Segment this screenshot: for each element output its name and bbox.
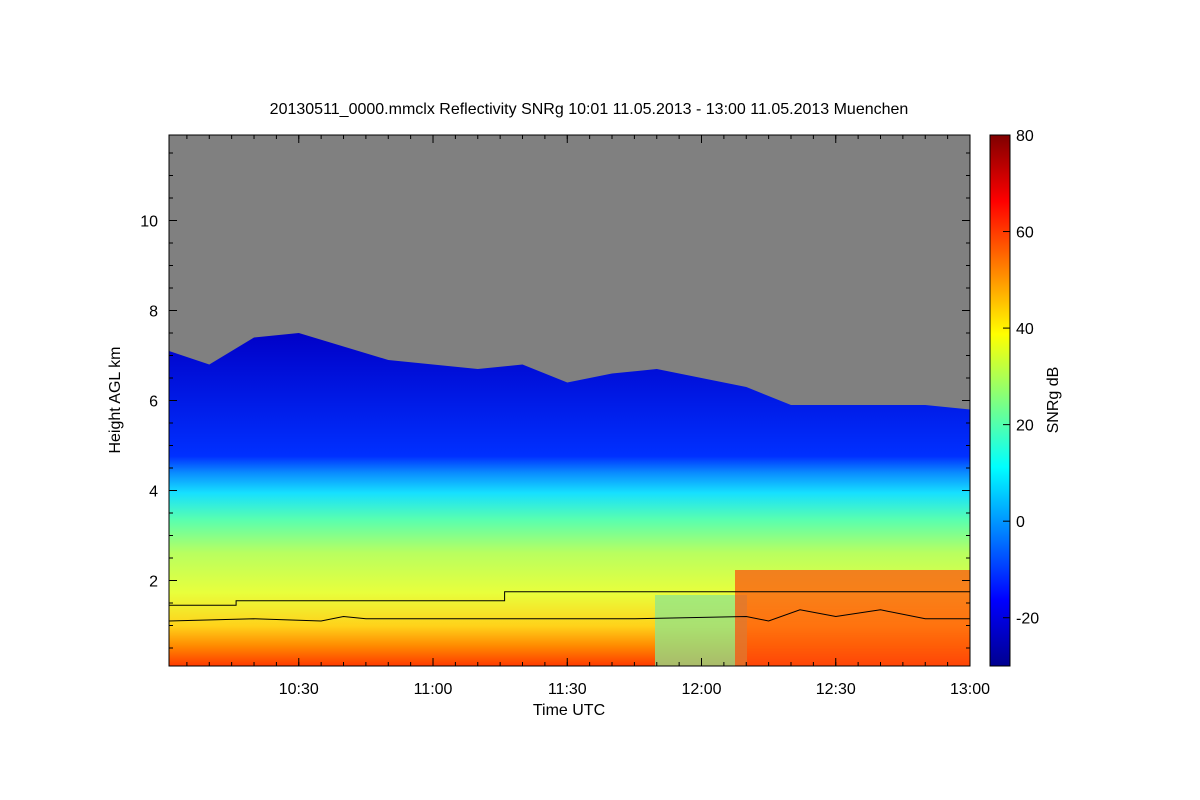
lower-boundary-line [169, 609, 970, 622]
rain-band [735, 570, 970, 666]
y-tick-label: 10 [140, 214, 158, 231]
y-tick-label: 8 [149, 304, 158, 321]
x-tick-label: 12:30 [816, 681, 856, 698]
colorbar-tick-label: 40 [1016, 321, 1034, 338]
chart-title: 20130511_0000.mmclx Reflectivity SNRg 10… [270, 101, 909, 118]
y-tick-label: 6 [149, 394, 158, 411]
drizzle-band [655, 595, 747, 666]
x-tick-label: 13:00 [950, 681, 990, 698]
y-tick-label: 2 [149, 574, 158, 591]
colorbar-tick-label: 60 [1016, 225, 1034, 242]
x-tick-label: 11:30 [548, 681, 587, 698]
colorbar-tick-label: -20 [1016, 611, 1039, 628]
colorbar-tick-label: 0 [1016, 514, 1025, 531]
colorbar-tick-label: 80 [1016, 128, 1034, 145]
colorbar-axis: -20 0 20 40 60 80 [1003, 128, 1039, 628]
x-axis-label: Time UTC [533, 702, 605, 719]
x-tick-label: 12:00 [681, 681, 721, 698]
y-tick-label: 4 [149, 484, 158, 501]
y-axis: 2 4 6 8 10 [140, 152, 970, 649]
x-tick-label: 11:00 [414, 681, 453, 698]
x-axis: 10:30 11:00 11:30 12:00 12:30 13:00 [186, 135, 990, 698]
colorbar [989, 134, 1011, 667]
x-tick-label: 10:30 [279, 681, 319, 698]
upper-boundary-line [169, 591, 970, 606]
colorbar-tick-label: 20 [1016, 418, 1034, 435]
colorbar-label: SNRg dB [1045, 367, 1062, 434]
y-axis-label: Height AGL km [107, 346, 124, 453]
